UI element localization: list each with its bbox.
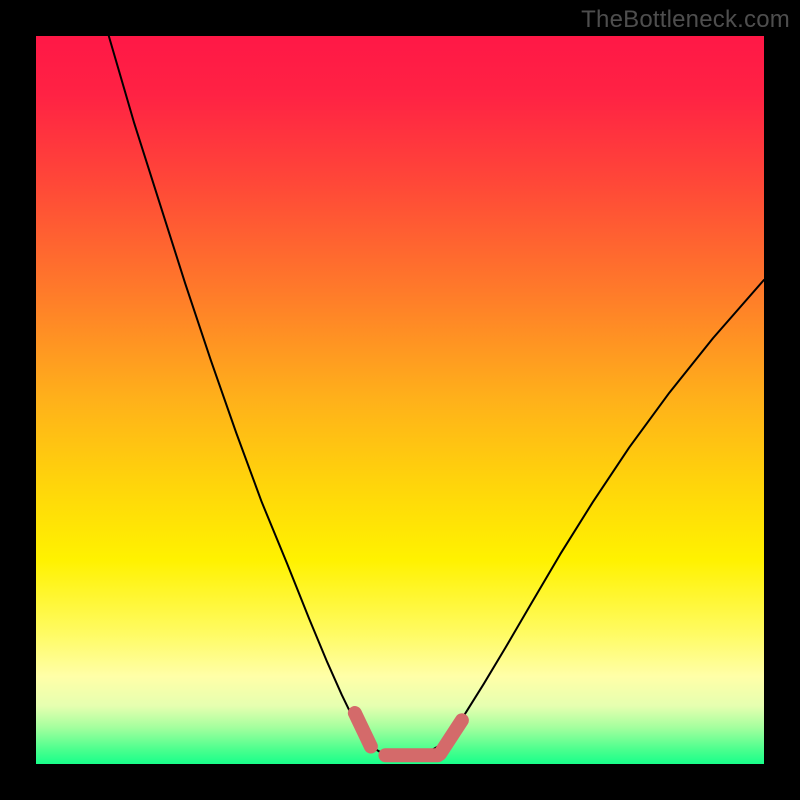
watermark-text: TheBottleneck.com [581, 6, 790, 34]
chart-stage: TheBottleneck.com [0, 0, 800, 800]
plot-area [36, 36, 764, 764]
bottleneck-chart [0, 0, 800, 800]
